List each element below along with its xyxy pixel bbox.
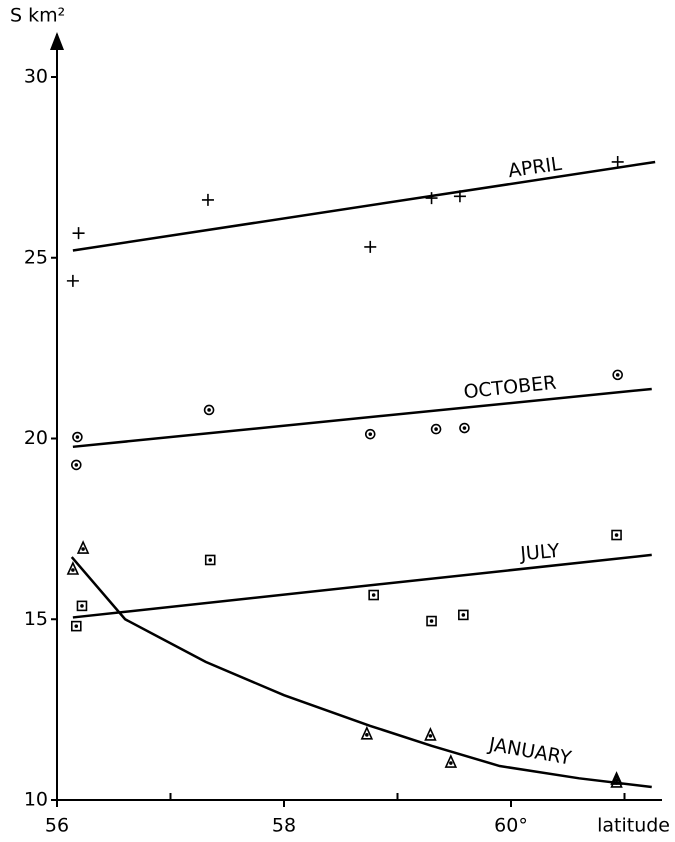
marker: [72, 431, 83, 443]
y-axis-label: S km²: [10, 5, 65, 27]
marker: [76, 540, 90, 554]
marker: [611, 155, 624, 168]
marker: [426, 615, 437, 627]
marker: [444, 754, 458, 768]
marker: [424, 726, 437, 741]
x-tick-label: 60°: [494, 815, 528, 837]
marker: [66, 274, 79, 287]
y-arrow: [50, 32, 64, 50]
y-tick-label: 25: [24, 246, 48, 268]
marker: [611, 529, 622, 541]
marker: [425, 192, 438, 205]
x-axis-label: latitude: [597, 815, 670, 837]
marker: [459, 422, 470, 434]
marker: [70, 459, 82, 471]
y-tick-label: 15: [24, 608, 48, 630]
marker: [430, 423, 442, 435]
y-tick-label: 30: [24, 66, 48, 88]
series-label: JULY: [518, 540, 560, 565]
fit-line: [70, 556, 652, 789]
y-tick-label: 10: [24, 789, 48, 811]
marker: [76, 600, 88, 612]
marker: [612, 369, 623, 381]
series-label: OCTOBER: [463, 372, 558, 404]
marker: [368, 589, 379, 601]
marker: [458, 609, 469, 621]
fit-line: [72, 387, 652, 449]
fit-line: [72, 553, 652, 619]
marker: [72, 227, 85, 240]
marker: [360, 725, 374, 740]
series-label: JANUARY: [486, 733, 573, 769]
marker: [201, 193, 214, 206]
marker: [66, 561, 80, 575]
x-tick-label: 58: [272, 815, 296, 837]
y-tick-label: 20: [24, 427, 48, 449]
marker: [203, 404, 215, 416]
marker: [364, 240, 377, 253]
marker: [204, 554, 216, 566]
marker: [364, 428, 376, 440]
marker: [70, 620, 82, 632]
fit-line: [72, 160, 656, 252]
x-tick-label: 56: [45, 815, 69, 837]
